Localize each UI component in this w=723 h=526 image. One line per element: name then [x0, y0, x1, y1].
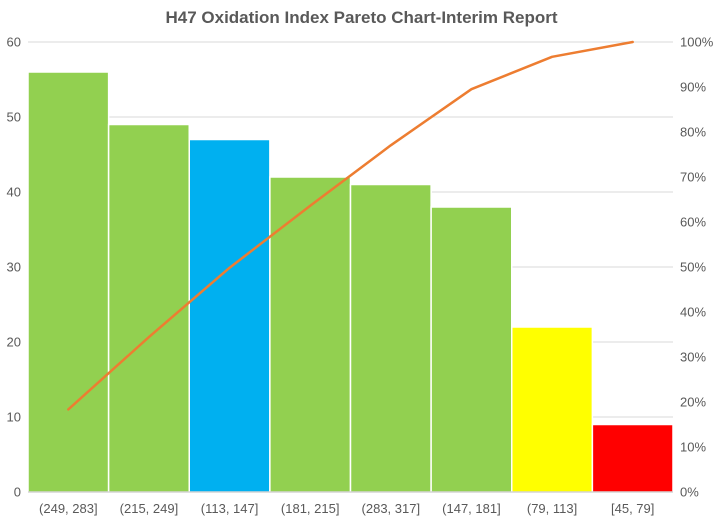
x-tick-label: (181, 215]: [281, 501, 340, 516]
y2-tick-label: 90%: [680, 80, 706, 95]
bar: [511, 326, 594, 493]
cumulative-line-layer: [67, 40, 634, 411]
y2-tick-label: 50%: [680, 260, 706, 275]
y2-tick-label: 30%: [680, 350, 706, 365]
bar: [27, 71, 110, 493]
y2-tick-label: 40%: [680, 305, 706, 320]
y-tick-label: 40: [7, 185, 21, 200]
y2-tick-label: 0%: [680, 485, 699, 500]
bar: [269, 176, 352, 493]
x-tick-label: (113, 147]: [201, 501, 259, 516]
y-tick-label: 20: [7, 335, 21, 350]
y-tick-label: 30: [7, 260, 21, 275]
x-tick-label: (79, 113]: [527, 501, 577, 516]
cumulative-percent-line: [67, 40, 634, 411]
y-tick-label: 50: [7, 110, 21, 125]
bar: [430, 206, 513, 493]
axis-layer: 0 10 20 30 40 50 60 0% 10% 20% 30% 40% 50% 60% 70% 80% 9…: [7, 35, 714, 517]
bar: [107, 123, 190, 493]
y-tick-label: 10: [7, 410, 21, 425]
x-tick-label: [45, 79]: [611, 501, 654, 516]
y2-tick-label: 10%: [680, 440, 706, 455]
bar-layer: [27, 71, 674, 493]
y-tick-label: 60: [7, 35, 21, 50]
bar: [188, 138, 271, 493]
bar: [591, 423, 674, 493]
x-tick-label: (283, 317]: [362, 501, 421, 516]
y2-tick-label: 100%: [680, 35, 714, 50]
chart-title: H47 Oxidation Index Pareto Chart-Interim…: [165, 8, 558, 27]
x-tick-label: (215, 249]: [120, 501, 179, 516]
x-tick-label: (147, 181]: [442, 501, 501, 516]
bar: [349, 183, 432, 493]
x-tick-label: (249, 283]: [39, 501, 98, 516]
y-tick-label: 0: [14, 485, 21, 500]
y2-tick-label: 80%: [680, 125, 706, 140]
y2-tick-label: 60%: [680, 215, 706, 230]
y2-tick-label: 70%: [680, 170, 706, 185]
y2-tick-label: 20%: [680, 395, 706, 410]
